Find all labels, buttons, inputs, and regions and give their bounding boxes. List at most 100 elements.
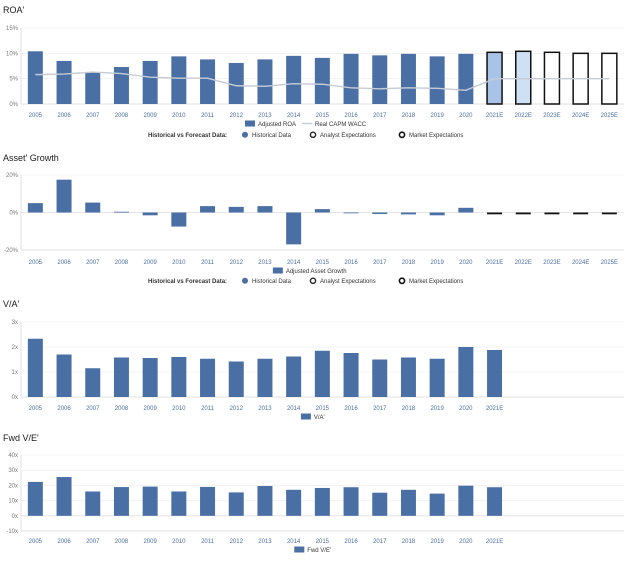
chart-1-xtick-label: 2020 [459, 113, 473, 119]
chart-2-xtick-label: 2017 [373, 260, 387, 266]
chart-2-forecast-bar [487, 212, 503, 215]
chart-4-bar [314, 487, 330, 516]
chart-2-bar [286, 212, 302, 245]
chart-4-bar [171, 491, 187, 516]
chart-2-xtick-label: 2005 [29, 260, 43, 266]
chart-2-xtick-label: 2016 [344, 260, 358, 266]
chart-2-xtick-label: 2009 [143, 260, 157, 266]
chart-4-ytick-label: -10x [6, 529, 18, 535]
chart-2-forecast-bar [601, 212, 617, 215]
chart-2-xtick-label: 2008 [115, 260, 129, 266]
chart-2-xtick-label: 2014 [287, 260, 301, 266]
chart-2-bar [314, 209, 330, 213]
chart-4-bar [372, 492, 388, 516]
chart-1-bar [142, 60, 158, 104]
chart-1-ytick-label: 10% [6, 51, 19, 57]
chart-3-title: V/A' [3, 299, 20, 309]
chart-1-bar [113, 67, 129, 104]
chart-4-xtick-label: 2020 [459, 539, 473, 545]
chart-1-forecast-bar [515, 50, 532, 105]
chart-2-bar [85, 202, 101, 213]
historical-data-marker [242, 277, 248, 284]
chart-1-legend-swatch [245, 120, 255, 127]
chart-4-xtick-label: 2009 [143, 539, 157, 545]
chart-2-xtick-label: 2018 [402, 260, 416, 266]
chart-4-xtick-label: 2016 [344, 539, 358, 545]
chart-1-xtick-label: 2009 [143, 113, 157, 119]
chart-1-bar [429, 56, 445, 104]
chart-3-xtick-label: 2005 [29, 406, 43, 412]
chart-2-xtick-label: 2023E [543, 260, 560, 266]
chart-3-xtick-label: 2013 [258, 406, 272, 412]
chart-3-legend-label: V/A' [314, 415, 325, 421]
chart-4-xtick-label: 2011 [201, 539, 215, 545]
analyst-expectations-marker [309, 131, 317, 139]
chart-1-bar [372, 55, 388, 104]
chart-3-xtick-label: 2018 [402, 406, 416, 412]
chart-1-bar [85, 72, 101, 104]
chart-4-ytick-label: 20x [8, 483, 18, 489]
chart-1-xtick-label: 2005 [29, 113, 43, 119]
chart-4-bar [142, 486, 158, 516]
chart-2-ytick-label: 0% [9, 211, 18, 217]
historical-data-label: Historical Data [252, 279, 292, 285]
chart-1-xtick-label: 2013 [258, 113, 272, 119]
chart-3-xtick-label: 2017 [373, 406, 387, 412]
chart-1-xtick-label: 2014 [287, 113, 301, 119]
chart-4-xtick-label: 2018 [402, 539, 416, 545]
forecast-legend-heading: Historical vs Forecast Data: [148, 133, 227, 139]
chart-2-xtick-label: 2007 [86, 260, 100, 266]
chart-3-bar [27, 338, 43, 397]
chart-3-xtick-label: 2010 [172, 406, 186, 412]
chart-2-bar [142, 212, 158, 216]
chart-3-bar [171, 357, 187, 397]
chart-4-legend-swatch [294, 546, 305, 553]
chart-4-bar [56, 477, 72, 516]
chart-3-xtick-label: 2006 [57, 406, 71, 412]
chart-3-xtick-label: 2007 [86, 406, 100, 412]
chart-1-xtick-label: 2012 [230, 113, 244, 119]
chart-3-bar [400, 357, 416, 397]
chart-4-xtick-label: 2012 [230, 539, 244, 545]
chart-2-legend-label: Adjusted Asset Growth [286, 269, 347, 275]
chart-2-xtick-label: 2012 [230, 260, 244, 266]
chart-1-xtick-label: 2022E [515, 113, 532, 119]
chart-3-xtick-label: 2020 [459, 406, 473, 412]
chart-1-bar [228, 62, 244, 104]
chart-1-wacc-line [35, 71, 610, 92]
analyst-expectations-marker [309, 277, 317, 285]
chart-3-bar [314, 350, 330, 397]
chart-4-xtick-label: 2006 [57, 539, 71, 545]
chart-1-bar [400, 53, 416, 104]
chart-1-xtick-label: 2018 [402, 113, 416, 119]
chart-3-bar [487, 350, 503, 397]
chart-2-xtick-label: 2006 [57, 260, 71, 266]
chart-2-xtick-label: 2020 [459, 260, 473, 266]
market-expectations-marker [398, 131, 406, 139]
chart-4-bar [286, 489, 302, 516]
chart-2-bar [228, 206, 244, 213]
chart-2-xtick-label: 2021E [486, 260, 503, 266]
chart-1-xtick-label: 2010 [172, 113, 186, 119]
chart-4-xtick-label: 2010 [172, 539, 186, 545]
chart-4-bar [200, 486, 216, 516]
chart-2-bar [429, 212, 445, 216]
chart-4-bar [343, 487, 359, 516]
historical-data-label: Historical Data [252, 133, 292, 139]
chart-1-legend-label: Adjusted ROA [258, 122, 296, 128]
chart-4-title: Fwd V/E' [3, 433, 39, 443]
chart-2-legend-swatch [272, 267, 283, 274]
chart-3-xtick-label: 2008 [115, 406, 129, 412]
chart-4-xtick-label: 2007 [86, 539, 100, 545]
chart-1-legend-label-2: Real CAPM WACC [315, 122, 367, 128]
chart-2-bar [171, 212, 187, 227]
chart-2-xtick-label: 2024E [572, 260, 589, 266]
chart-2-bar [458, 207, 474, 213]
chart-3-xtick-label: 2019 [430, 406, 444, 412]
chart-3-bar [56, 354, 72, 397]
chart-1-xtick-label: 2023E [543, 113, 560, 119]
chart-1-bar [314, 57, 330, 104]
chart-2-forecast-bar [515, 212, 531, 215]
chart-3-bar [85, 368, 101, 397]
chart-1-xtick-label: 2024E [572, 113, 589, 119]
